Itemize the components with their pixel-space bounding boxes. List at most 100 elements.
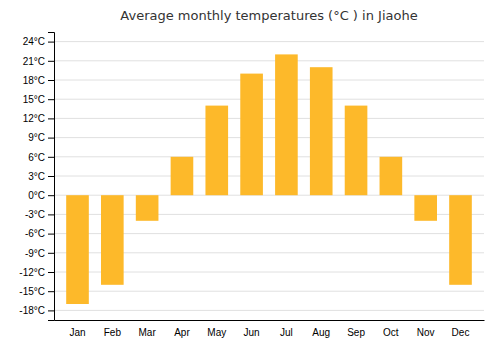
y-tick-label: 15°C [23,94,45,105]
y-tick-label: 3°C [28,171,45,182]
x-tick: Jan [69,327,85,338]
y-tick-label: -12°C [19,267,45,278]
bar [136,195,159,221]
x-tick-label: Feb [104,327,122,338]
y-tick-label: 0°C [28,190,45,201]
grid-line [54,176,484,177]
bar [275,54,298,195]
grid-line [54,137,484,138]
y-tick-mark [48,118,54,119]
bar [101,195,124,285]
bar [414,195,437,221]
x-tick: Jul [280,327,293,338]
x-tick: Nov [417,327,435,338]
y-tick-label: 9°C [28,132,45,143]
x-tick: Mar [139,327,157,338]
y-tick-mark [48,253,54,254]
x-tick-label: Aug [312,327,330,338]
grid-line [54,60,484,61]
grid-line [54,310,484,311]
y-tick: 15°C [23,94,54,105]
y-tick-label: -9°C [25,248,45,259]
y-tick-label: 18°C [23,75,45,86]
y-axis-line [48,33,55,321]
x-tick: Aug [312,327,330,338]
x-tick-label: Jun [244,327,260,338]
x-axis: Jan Feb Mar Apr May Jun Jul Aug Sep Oct Nov Dec [55,321,485,339]
x-tick-label: Apr [174,327,190,338]
plot: -18°C -15°C -12°C -9°C -6°C -3°C 0°C 3°C 6°C 9°C 1… [19,33,484,339]
y-tick-label: 24°C [23,36,45,47]
y-tick: 0°C [28,190,54,201]
grid-line [54,99,484,100]
bar [205,106,228,196]
y-tick: 18°C [23,75,54,86]
bar [310,67,333,195]
y-tick: -6°C [25,228,54,239]
chart: -18°C -15°C -12°C -9°C -6°C -3°C 0°C 3°C 6°C 9°C 1… [0,0,500,350]
y-tick-label: -15°C [19,286,45,297]
x-tick: Jun [244,327,260,338]
y-tick-label: -18°C [19,305,45,316]
y-tick-label: 6°C [28,152,45,163]
x-tick-label: Mar [139,327,157,338]
y-tick-mark [48,214,54,215]
y-tick: -9°C [25,248,54,259]
bar [66,195,89,304]
x-tick: Apr [174,327,190,338]
x-tick: Oct [383,327,399,338]
grid-line [54,156,484,157]
x-tick-label: Oct [383,327,399,338]
grid-line [54,118,484,119]
y-tick-label: 21°C [23,56,45,67]
x-tick: Sep [347,327,365,338]
bar [240,74,263,196]
y-tick: -18°C [19,305,54,316]
y-tick-mark [48,291,54,292]
y-axis: -18°C -15°C -12°C -9°C -6°C -3°C 0°C 3°C 6°C 9°C 1… [19,33,54,321]
y-tick-mark [48,42,54,43]
y-tick: -3°C [25,209,54,220]
y-tick: 21°C [23,56,54,67]
x-tick: May [207,327,226,338]
y-tick: -12°C [19,267,54,278]
y-tick-label: -6°C [25,228,45,239]
x-tick: Dec [452,327,470,338]
y-tick: 24°C [23,36,54,47]
y-tick: 3°C [28,171,54,182]
y-tick: 6°C [28,152,54,163]
x-tick-label: Nov [417,327,435,338]
grid [54,42,484,311]
y-tick-mark [48,99,54,100]
x-tick-label: Dec [452,327,470,338]
grid-line [54,80,484,81]
y-tick-mark [48,61,54,62]
y-tick-mark [48,310,54,311]
x-tick-label: May [207,327,226,338]
y-tick-mark [48,176,54,177]
y-tick: 12°C [23,113,54,124]
bars [66,54,472,304]
y-tick-mark [48,80,54,81]
y-tick-mark [48,195,54,196]
bar [380,157,403,195]
y-tick-mark [48,234,54,235]
x-tick: Feb [104,327,122,338]
grid-line [54,291,484,292]
y-tick: 9°C [28,132,54,143]
y-tick-mark [48,138,54,139]
x-axis-line [55,320,485,321]
y-tick-label: -3°C [25,209,45,220]
x-tick-label: Jul [280,327,293,338]
y-tick-mark [48,157,54,158]
y-tick: -15°C [19,286,54,297]
y-tick-label: 12°C [23,113,45,124]
bar [171,157,194,195]
x-tick-label: Sep [347,327,365,338]
bar [449,195,472,285]
y-tick-mark [48,272,54,273]
title: Average monthly temperatures (°C ) in Ji… [120,8,417,23]
bar [345,106,368,196]
grid-line [54,41,484,42]
x-tick-label: Jan [69,327,85,338]
